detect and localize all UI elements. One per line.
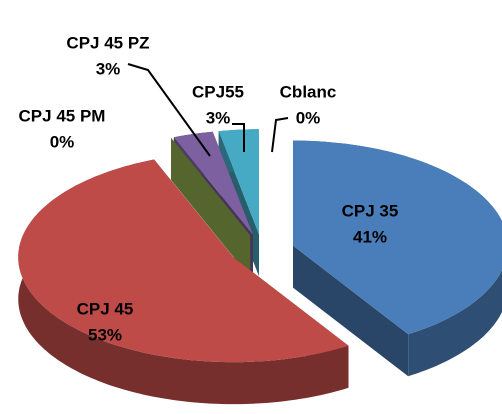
labels: CPJ 35 41% CPJ 45 53% CPJ 45 PM 0% CPJ 45 PZ 3%…	[19, 33, 399, 344]
slice	[18, 159, 349, 363]
data-label-value: 3%	[96, 59, 121, 78]
slice	[218, 129, 259, 235]
slice-side	[18, 159, 349, 405]
data-label-name: CPJ 45 PM	[19, 106, 106, 125]
data-label-name: Cblanc	[280, 82, 337, 101]
slice	[293, 140, 502, 335]
data-label-value: 0%	[50, 132, 75, 151]
slice	[173, 131, 253, 235]
data-label-name: CPJ 45 PZ	[66, 33, 149, 52]
pie	[18, 129, 502, 405]
data-label-value: 53%	[88, 325, 122, 344]
leader-line	[127, 63, 211, 157]
data-label-name: CPJ55	[192, 82, 244, 101]
data-label-value: 3%	[206, 108, 231, 127]
data-label-value: 0%	[296, 108, 321, 127]
leader-line	[232, 123, 245, 152]
data-label-value: 41%	[353, 227, 387, 246]
data-label-name: CPJ 35	[342, 201, 399, 220]
slice-side	[171, 137, 251, 278]
leader-line	[271, 117, 289, 153]
data-label-name: CPJ 45	[77, 299, 134, 318]
slice-side	[293, 245, 409, 377]
slice	[171, 137, 251, 236]
